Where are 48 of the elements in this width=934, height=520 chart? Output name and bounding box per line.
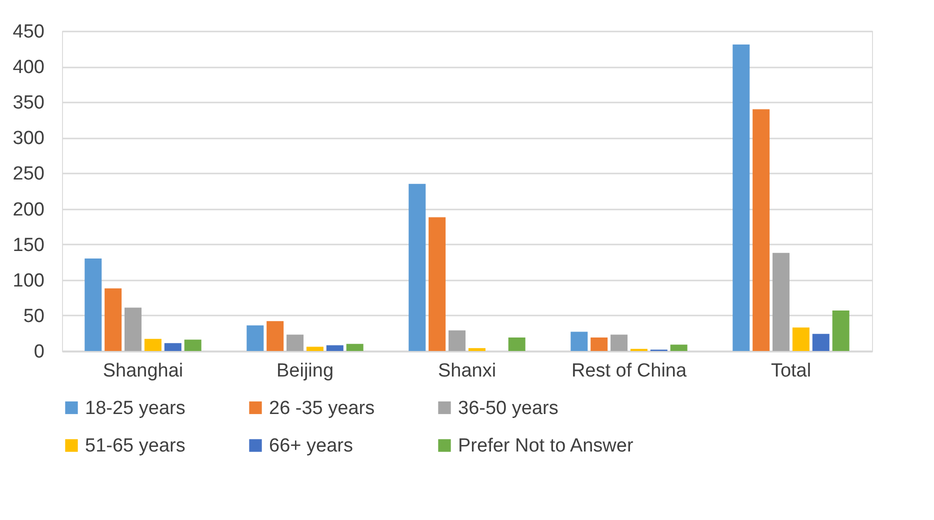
bar [346, 344, 364, 351]
x-tick-label: Beijing [276, 360, 334, 382]
legend-label: 51-65 years [85, 436, 186, 456]
y-tick-label: 50 [23, 306, 44, 327]
y-tick-label: 400 [12, 57, 44, 78]
y-tick-label: 0 [34, 342, 44, 362]
legend-label: 26 -35 years [269, 398, 375, 419]
bar [772, 252, 790, 351]
bar [326, 345, 344, 351]
bar [610, 334, 628, 351]
bar [84, 258, 102, 351]
bar [408, 184, 426, 351]
bar [732, 44, 750, 351]
x-tick-label: Shanxi [438, 360, 496, 382]
bar [590, 337, 608, 351]
y-tick-label: 350 [12, 92, 44, 114]
bar [286, 334, 304, 351]
x-tick-label: Shanghai [102, 360, 184, 382]
bar [246, 325, 264, 351]
y-tick-label: 450 [12, 22, 44, 42]
bar [164, 343, 182, 351]
bar [670, 344, 688, 351]
legend-label: 36-50 years [458, 398, 558, 419]
y-tick-label: 150 [12, 234, 44, 256]
x-tick-label: Total [770, 360, 812, 382]
bar [792, 328, 810, 351]
bar [448, 330, 466, 351]
bar [832, 310, 850, 351]
bar [508, 337, 526, 351]
legend-label: 18-25 years [85, 398, 186, 419]
y-tick-label: 250 [12, 164, 44, 185]
y-tick-label: 200 [12, 199, 44, 220]
bar [104, 288, 122, 351]
y-tick-label: 300 [12, 128, 44, 150]
bar [306, 346, 324, 351]
y-tick-label: 100 [12, 270, 44, 292]
bar [468, 348, 486, 351]
legend-label: 66+ years [269, 436, 353, 456]
bar [144, 338, 162, 351]
bar [570, 332, 588, 351]
bar [812, 334, 830, 351]
bar [184, 340, 202, 351]
legend-label: Prefer Not to Answer [458, 436, 634, 456]
bar [266, 321, 284, 351]
bar [124, 308, 142, 351]
x-tick-label: Rest of China [571, 360, 687, 382]
bar [428, 217, 446, 351]
bar [752, 109, 770, 351]
